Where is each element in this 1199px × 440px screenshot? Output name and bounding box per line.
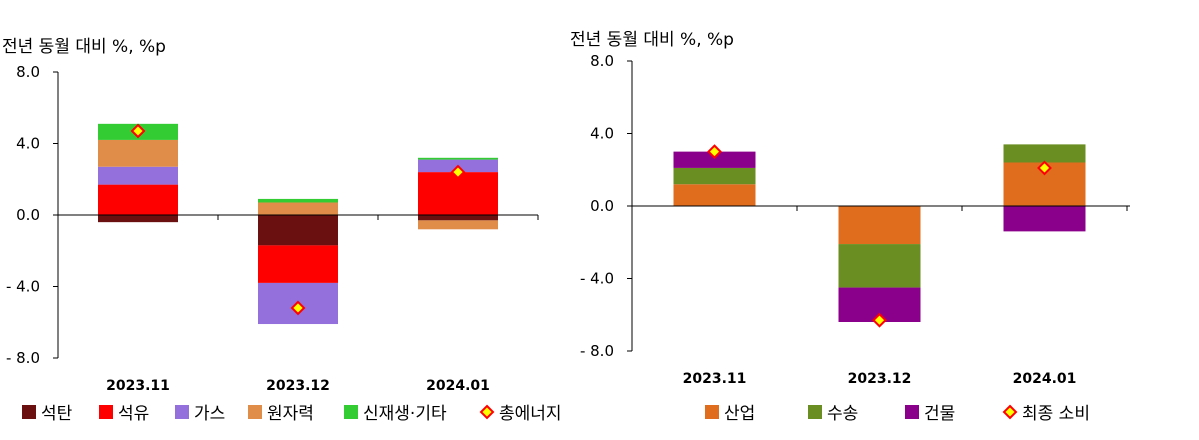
total-marker <box>290 300 306 316</box>
bar-segment <box>838 206 921 245</box>
bar-segment <box>838 244 921 288</box>
legend-label: 최종 소비 <box>1022 404 1090 424</box>
y-tick-label: 4.0 <box>590 125 614 143</box>
legend: 석탄 석유 가스 원자력 신재생·기타 총에너지 <box>22 404 562 424</box>
bar-segment <box>98 215 178 223</box>
legend-item: 가스 <box>175 404 225 424</box>
total-marker <box>130 123 146 139</box>
chart-1: 전년 동월 대비 %, %p 8.0 4.0 0.0 - 4.0 - 8.0 2023.11… <box>2 37 562 424</box>
category-label: 2023.11 <box>106 378 170 394</box>
bar-segment <box>258 202 338 215</box>
y-tick-label: 4.0 <box>16 135 40 153</box>
legend-swatch <box>705 405 719 419</box>
category-label: 2024.01 <box>426 378 490 394</box>
y-tick-label: 0.0 <box>16 206 40 224</box>
total-marker <box>872 312 887 328</box>
legend-swatch <box>22 405 36 419</box>
legend-swatch <box>175 405 189 419</box>
legend-item: 석유 <box>99 404 149 424</box>
y-tick-label: 8.0 <box>590 52 614 70</box>
y-tick-label: - 4.0 <box>6 278 40 296</box>
total-marker <box>1037 160 1052 176</box>
y-tick-label: 8.0 <box>16 63 40 81</box>
category-label: 2024.01 <box>1013 371 1077 387</box>
total-marker <box>707 144 722 160</box>
y-tick-label: - 8.0 <box>580 342 614 360</box>
bar-segment <box>418 157 498 160</box>
legend-swatch <box>99 405 113 419</box>
bar-segment <box>418 220 498 230</box>
legend-swatch <box>905 405 919 419</box>
total-marker <box>450 164 466 180</box>
legend-item: 석탄 <box>22 404 73 424</box>
bar-segment <box>1003 206 1086 232</box>
y-tick-label: - 8.0 <box>6 349 40 367</box>
bar-segment <box>1003 144 1086 163</box>
legend-label: 석탄 <box>41 404 73 424</box>
legend-label: 수송 <box>827 404 858 424</box>
category-label: 2023.12 <box>848 371 912 387</box>
unit-label: 전년 동월 대비 %, %p <box>2 37 166 57</box>
bar-segment <box>258 198 338 203</box>
legend-marker <box>479 404 495 420</box>
legend-label: 총에너지 <box>499 404 562 424</box>
bar-segment <box>673 167 756 185</box>
legend-item: 총에너지 <box>479 404 562 424</box>
bar-segment <box>673 184 756 206</box>
legend-swatch <box>344 405 358 419</box>
bar-segment <box>98 139 178 167</box>
legend-item: 건물 <box>905 404 955 424</box>
y-tick-label: 0.0 <box>590 197 614 215</box>
legend-label: 원자력 <box>267 404 314 424</box>
bar-segment <box>673 151 756 168</box>
bar-segment <box>98 184 178 215</box>
legend: 산업 수송 건물 최종 소비 <box>705 404 1090 424</box>
category-label: 2023.11 <box>683 371 747 387</box>
legend-label: 신재생·기타 <box>363 404 447 424</box>
legend-item: 신재생·기타 <box>344 404 447 424</box>
legend-item: 수송 <box>808 404 858 424</box>
y-tick-label: - 4.0 <box>580 270 614 288</box>
legend-item: 산업 <box>705 404 755 424</box>
legend-item: 원자력 <box>248 404 314 424</box>
category-label: 2023.12 <box>266 378 330 394</box>
legend-label: 산업 <box>724 404 755 424</box>
bar-segment <box>418 215 498 221</box>
unit-label: 전년 동월 대비 %, %p <box>570 30 734 50</box>
legend-item: 최종 소비 <box>1002 404 1090 424</box>
bar-segment <box>98 166 178 185</box>
bar-segment <box>258 215 338 246</box>
legend-label: 건물 <box>924 404 955 424</box>
legend-label: 석유 <box>118 404 149 424</box>
legend-label: 가스 <box>194 404 225 424</box>
legend-swatch <box>248 405 262 419</box>
legend-swatch <box>808 405 822 419</box>
bar-segment <box>258 245 338 283</box>
legend-marker <box>1002 404 1018 420</box>
chart-2: 전년 동월 대비 %, %p 8.0 4.0 0.0 - 4.0 - 8.0 2023.11… <box>570 30 1130 424</box>
